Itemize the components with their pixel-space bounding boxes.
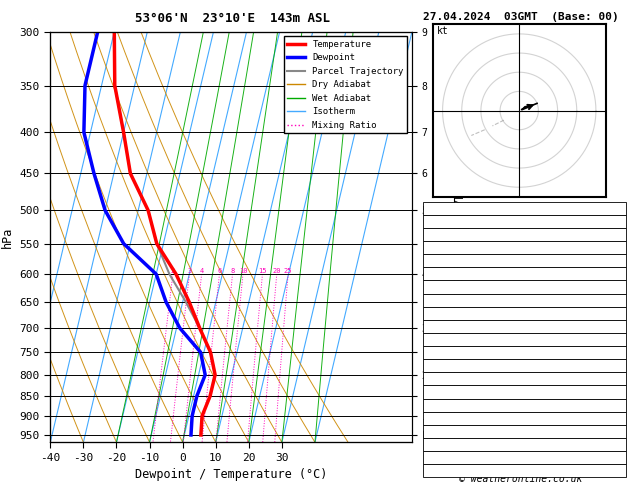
Text: 8: 8: [230, 268, 235, 274]
Text: θe (K): θe (K): [426, 361, 461, 371]
Text: 20: 20: [272, 268, 281, 274]
Y-axis label: Mixing Ratio (g/kg): Mixing Ratio (g/kg): [457, 181, 467, 293]
Text: CAPE (J): CAPE (J): [426, 387, 473, 397]
Text: CIN (J): CIN (J): [426, 321, 467, 331]
Text: 32: 32: [611, 426, 623, 436]
Text: 46: 46: [611, 216, 623, 226]
Text: 4: 4: [199, 268, 204, 274]
Legend: Temperature, Dewpoint, Parcel Trajectory, Dry Adiabat, Wet Adiabat, Isotherm, Mi: Temperature, Dewpoint, Parcel Trajectory…: [284, 36, 408, 134]
Text: Most Unstable: Most Unstable: [486, 334, 563, 345]
Text: 6: 6: [618, 387, 623, 397]
Text: 12: 12: [611, 295, 623, 305]
Text: 248°: 248°: [600, 452, 623, 463]
Text: 298: 298: [606, 361, 623, 371]
Text: 15: 15: [259, 268, 267, 274]
Text: Pressure (mb): Pressure (mb): [426, 347, 502, 358]
Text: SREH: SREH: [426, 439, 449, 450]
Text: 24: 24: [611, 439, 623, 450]
Text: 53°06'N  23°10'E  143m ASL: 53°06'N 23°10'E 143m ASL: [135, 12, 330, 25]
Text: kt: kt: [437, 26, 448, 36]
Text: PW (cm): PW (cm): [426, 229, 467, 240]
Text: Lifted Index: Lifted Index: [426, 374, 496, 384]
Text: © weatheronline.co.uk: © weatheronline.co.uk: [459, 473, 582, 484]
Text: θe(K): θe(K): [426, 282, 455, 292]
Text: Hodograph: Hodograph: [498, 413, 551, 423]
Text: EH: EH: [426, 426, 438, 436]
Text: Totals Totals: Totals Totals: [426, 216, 502, 226]
Text: 6: 6: [218, 268, 221, 274]
Text: 0: 0: [618, 321, 623, 331]
Y-axis label: km
ASL: km ASL: [455, 226, 473, 248]
Text: Dewp (°C): Dewp (°C): [426, 269, 479, 279]
Text: Temp (°C): Temp (°C): [426, 256, 479, 266]
Text: 6: 6: [618, 400, 623, 410]
Text: 3: 3: [187, 268, 192, 274]
Text: 5.3: 5.3: [606, 256, 623, 266]
Text: 6: 6: [618, 374, 623, 384]
Text: K: K: [426, 203, 431, 213]
Text: 291: 291: [606, 282, 623, 292]
Text: 1.14: 1.14: [600, 229, 623, 240]
Text: 950: 950: [606, 347, 623, 358]
Text: StmSpd (kt): StmSpd (kt): [426, 466, 491, 476]
Text: 2: 2: [170, 268, 175, 274]
Text: CAPE (J): CAPE (J): [426, 308, 473, 318]
Y-axis label: hPa: hPa: [1, 226, 14, 247]
Text: 0: 0: [618, 308, 623, 318]
X-axis label: Dewpoint / Temperature (°C): Dewpoint / Temperature (°C): [135, 468, 327, 481]
Text: 25: 25: [284, 268, 292, 274]
Text: Lifted Index: Lifted Index: [426, 295, 496, 305]
Text: 2.2: 2.2: [606, 269, 623, 279]
Text: 27.04.2024  03GMT  (Base: 00): 27.04.2024 03GMT (Base: 00): [423, 12, 619, 22]
Text: Surface: Surface: [504, 243, 545, 253]
Text: StmDir: StmDir: [426, 452, 461, 463]
Text: CIN (J): CIN (J): [426, 400, 467, 410]
Text: 10: 10: [611, 466, 623, 476]
Text: 15: 15: [611, 203, 623, 213]
Text: 10: 10: [238, 268, 247, 274]
